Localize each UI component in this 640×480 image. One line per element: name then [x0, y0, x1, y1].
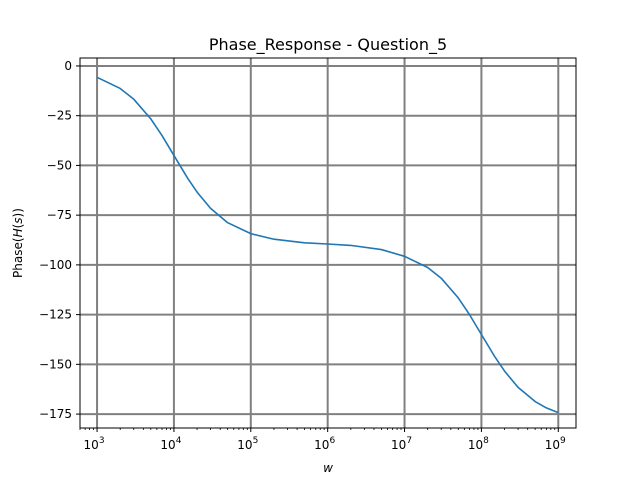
x-tick-label: 107: [391, 436, 412, 452]
x-tick-exponent: 3: [99, 436, 105, 446]
x-tick-exponent: 9: [560, 436, 566, 446]
x-tick-base: 10: [160, 438, 175, 452]
x-tick-label: 108: [468, 436, 489, 452]
y-tick-label: −25: [47, 109, 72, 123]
plot-lines: [96, 76, 559, 414]
y-tick-label: −50: [47, 158, 72, 172]
x-tick-base: 10: [84, 438, 99, 452]
y-tick-label: −125: [39, 308, 72, 322]
x-tick-exponent: 5: [253, 436, 259, 446]
x-tick-label: 104: [160, 436, 181, 452]
y-tick-label: −150: [39, 357, 72, 371]
x-tick-exponent: 6: [329, 436, 335, 446]
axis-ticks: 103 104 105 106 107 108 1090−25−50−75−100−125−…: [39, 59, 566, 452]
y-tick-label: −100: [39, 258, 72, 272]
phase-series-line: [96, 76, 559, 414]
x-tick-exponent: 8: [483, 436, 489, 446]
x-tick-label: 103: [84, 436, 105, 452]
grid: [80, 58, 576, 428]
chart-title: Phase_Response - Question_5: [209, 35, 447, 55]
x-tick-base: 10: [468, 438, 483, 452]
y-tick-label: 0: [64, 59, 72, 73]
x-tick-base: 10: [391, 438, 406, 452]
x-tick-label: 105: [237, 436, 258, 452]
x-tick-label: 109: [545, 436, 566, 452]
y-axis-label: Phase(H(s)): [11, 208, 25, 278]
x-tick-exponent: 4: [176, 436, 182, 446]
x-tick-base: 10: [545, 438, 560, 452]
y-tick-label: −75: [47, 208, 72, 222]
x-tick-base: 10: [237, 438, 252, 452]
x-tick-base: 10: [314, 438, 329, 452]
x-axis-label: w: [323, 461, 333, 475]
x-tick-exponent: 7: [406, 436, 412, 446]
x-tick-label: 106: [314, 436, 335, 452]
y-tick-label: −175: [39, 407, 72, 421]
